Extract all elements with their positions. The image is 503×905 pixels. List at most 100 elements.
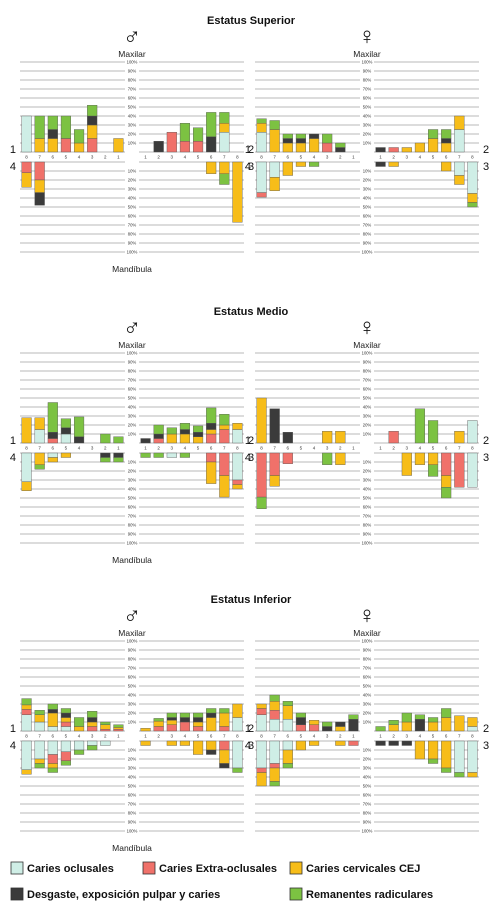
bar-q2-tooth-8-oclusal (232, 429, 243, 444)
bar-q4-tooth-6-oclusal (47, 452, 58, 458)
percent-tick-upper: 30% (363, 702, 372, 707)
bar-q1-tooth-8-oclusal (21, 714, 32, 732)
bar-q3-tooth-7-extra (219, 740, 230, 751)
bar-q4-tooth-5-cej (60, 452, 71, 458)
maxilar-label: Maxilar (353, 628, 381, 638)
legend-label-desgaste: Desgaste, exposición pulpar y caries (27, 889, 220, 901)
tooth-label-q1: 6 (287, 155, 290, 160)
percent-tick-upper: 90% (363, 69, 372, 74)
bar-q3-tooth-2-remanentes (153, 452, 164, 458)
bar-q3-tooth-6-extra (206, 452, 217, 463)
bar-q1-tooth-6-cej (47, 138, 58, 153)
tooth-label-q2: 5 (197, 446, 200, 451)
percent-tick-upper: 100% (362, 60, 373, 65)
quadrant-3-label: 3 (248, 740, 254, 752)
bar-q2-tooth-4-desgaste (179, 429, 190, 435)
percent-tick-upper: 40% (363, 693, 372, 698)
percent-tick-upper: 70% (363, 87, 372, 92)
percent-tick-lower: 40% (128, 196, 137, 201)
percent-tick-upper: 10% (128, 141, 137, 146)
tooth-label-q2: 2 (392, 446, 395, 451)
tooth-label-q1: 1 (117, 155, 120, 160)
bar-q1-tooth-5-remanentes (60, 708, 71, 714)
bar-q4-tooth-7-extra (34, 161, 45, 181)
bar-q1-tooth-2-cej (335, 431, 346, 444)
panel-2: Estatus Medio♂MaxilarMandíbula100%90%80%… (10, 306, 489, 565)
tooth-label-q2: 4 (184, 734, 187, 739)
male-symbol: ♂ (123, 23, 141, 50)
bar-q4-tooth-7-extra (269, 452, 280, 476)
bar-q1-tooth-3-desgaste (87, 717, 98, 723)
bar-q1-tooth-2-remanentes (335, 142, 346, 148)
bar-q2-tooth-7-remanentes (219, 414, 230, 426)
bar-q1-tooth-3-cej (87, 124, 98, 139)
bar-q1-tooth-5-cej (60, 717, 71, 723)
bar-q1-tooth-4-cej (309, 138, 320, 153)
bar-q4-tooth-5-extra (60, 751, 71, 761)
tooth-label-q2: 2 (157, 734, 160, 739)
bar-q4-tooth-1-extra (348, 740, 359, 746)
bar-q4-tooth-5-cej (295, 161, 306, 167)
tooth-label-q2: 7 (223, 734, 226, 739)
bar-q1-tooth-7-cej (269, 129, 280, 153)
tooth-label-q1: 1 (352, 155, 355, 160)
tooth-label-q2: 8 (471, 734, 474, 739)
bar-q2-tooth-7-remanentes (219, 708, 230, 714)
bar-q1-tooth-6-remanentes (282, 701, 293, 706)
bar-q4-tooth-7-remanentes (34, 464, 45, 470)
bar-q3-tooth-7-cej (219, 749, 230, 764)
female-group: ♀Maxilar100%90%80%70%60%50%40%30%20%10%1… (245, 602, 489, 834)
bar-q3-tooth-6-remanentes (441, 487, 452, 499)
maxilar-label: Maxilar (118, 340, 146, 350)
percent-tick-lower: 90% (363, 820, 372, 825)
bar-q3-tooth-8-remanentes (467, 202, 478, 208)
bar-q2-tooth-2-desgaste (153, 433, 164, 439)
tooth-label-q2: 3 (171, 155, 174, 160)
percent-tick-upper: 70% (128, 378, 137, 383)
bar-q3-tooth-4-cej (414, 452, 425, 465)
tooth-label-q2: 6 (210, 155, 213, 160)
percent-tick-upper: 30% (128, 414, 137, 419)
bar-q4-tooth-7-cej (34, 179, 45, 193)
percent-tick-lower: 30% (128, 478, 137, 483)
tooth-label-q2: 7 (223, 155, 226, 160)
bar-q2-tooth-4-remanentes (414, 714, 425, 720)
tooth-label-q2: 8 (236, 446, 239, 451)
tooth-label-q2: 1 (144, 734, 147, 739)
percent-tick-lower: 40% (128, 487, 137, 492)
bar-q3-tooth-2-desgaste (388, 740, 399, 746)
percent-tick-lower: 10% (128, 748, 137, 753)
bar-q4-tooth-7-oclusal (269, 161, 280, 178)
percent-tick-lower: 10% (128, 460, 137, 465)
percent-tick-upper: 10% (363, 432, 372, 437)
percent-tick-upper: 20% (128, 132, 137, 137)
percent-tick-lower: 40% (363, 775, 372, 780)
bar-q2-tooth-4-desgaste (179, 717, 190, 723)
bar-q2-tooth-7-cej (454, 431, 465, 444)
bar-q1-tooth-5-cej (295, 142, 306, 153)
tooth-label-q2: 6 (210, 734, 213, 739)
bar-q2-tooth-8-oclusal (467, 726, 478, 732)
percent-tick-lower: 50% (363, 784, 372, 789)
female-symbol: ♀ (358, 314, 376, 341)
legend-label-cej: Caries cervicales CEJ (306, 863, 420, 875)
bar-q2-tooth-3-remanentes (401, 712, 412, 723)
bar-q3-tooth-6-desgaste (206, 749, 217, 755)
bar-q1-tooth-8-oclusal (21, 115, 32, 153)
percent-tick-lower: 30% (363, 478, 372, 483)
bar-q2-tooth-2-extra (153, 438, 164, 444)
bar-q1-tooth-3-extra (322, 142, 333, 153)
bar-q2-tooth-1-desgaste (375, 147, 386, 153)
bar-q4-tooth-3-remanentes (322, 452, 333, 465)
bar-q2-tooth-3-cej (166, 433, 177, 444)
percent-tick-upper: 40% (363, 114, 372, 119)
bar-q1-tooth-4-cej (309, 720, 320, 725)
bar-q3-tooth-7-extra (219, 452, 230, 476)
quadrant-3-label: 3 (483, 452, 489, 464)
tooth-label-q2: 5 (197, 155, 200, 160)
panel-title: Estatus Inferior (211, 594, 292, 606)
percent-tick-upper: 60% (128, 96, 137, 101)
tooth-label-q1: 4 (78, 734, 81, 739)
percent-tick-upper: 90% (128, 69, 137, 74)
